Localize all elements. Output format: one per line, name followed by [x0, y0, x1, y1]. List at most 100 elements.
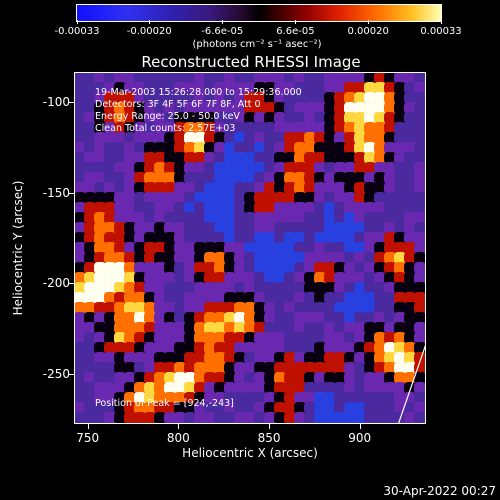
map-cell [114, 332, 126, 344]
map-cell [414, 252, 425, 264]
map-cell [334, 142, 346, 154]
map-cell [124, 342, 136, 354]
map-cell [364, 272, 376, 284]
map-cell [294, 122, 306, 134]
map-cell [154, 372, 166, 384]
map-cell [354, 182, 366, 194]
map-cell [284, 332, 296, 344]
map-cell [284, 232, 296, 244]
map-cell [414, 342, 425, 354]
map-cell [354, 112, 366, 124]
map-cell [294, 232, 306, 244]
map-cell [384, 112, 396, 124]
map-cell [254, 382, 266, 394]
map-cell [254, 292, 266, 304]
map-cell [404, 212, 416, 224]
map-cell [324, 132, 336, 144]
map-cell [354, 242, 366, 254]
map-cell [394, 272, 406, 284]
map-cell [214, 182, 226, 194]
map-cell [294, 282, 306, 294]
map-cell [354, 162, 366, 174]
map-cell [104, 73, 116, 84]
map-cell [274, 262, 286, 274]
map-cell [75, 82, 86, 94]
map-cell [154, 382, 166, 394]
map-cell [364, 152, 376, 164]
map-cell [134, 192, 146, 204]
map-cell [84, 212, 96, 224]
map-cell [144, 362, 156, 374]
map-cell [164, 312, 176, 324]
map-cell [254, 332, 266, 344]
map-cell [234, 282, 246, 294]
map-cell [234, 202, 246, 214]
map-cell [84, 322, 96, 334]
map-cell [84, 382, 96, 394]
map-cell [304, 192, 316, 204]
image-title: Reconstructed RHESSI Image [141, 53, 361, 71]
map-cell [114, 342, 126, 354]
map-cell [214, 252, 226, 264]
map-cell [414, 272, 425, 284]
map-cell [184, 282, 196, 294]
map-cell [164, 122, 176, 134]
map-cell [204, 132, 216, 144]
map-cell [144, 312, 156, 324]
map-cell [344, 182, 356, 194]
map-cell [354, 342, 366, 354]
map-cell [294, 252, 306, 264]
map-cell [174, 362, 186, 374]
map-cell [234, 322, 246, 334]
map-cell [344, 312, 356, 324]
map-cell [194, 342, 206, 354]
map-cell [75, 392, 86, 404]
map-cell [364, 172, 376, 184]
map-cell [244, 372, 256, 384]
x-tick-label: 850 [257, 431, 281, 445]
map-cell [324, 342, 336, 354]
map-cell [294, 202, 306, 214]
map-cell [354, 102, 366, 114]
map-cell [104, 212, 116, 224]
map-cell [124, 212, 136, 224]
map-cell [314, 172, 326, 184]
map-cell [164, 132, 176, 144]
image-plot-area[interactable]: 19-Mar-2003 15:26:28.000 to 15:29:36.000… [74, 72, 426, 424]
map-cell [404, 202, 416, 214]
map-cell [104, 342, 116, 354]
map-cell [104, 402, 116, 414]
map-cell [234, 162, 246, 174]
map-cell [304, 322, 316, 334]
map-cell [294, 73, 306, 84]
map-cell [94, 212, 106, 224]
map-cell [304, 352, 316, 364]
map-cell [314, 162, 326, 174]
map-cell [314, 222, 326, 234]
map-cell [194, 102, 206, 114]
map-cell [114, 402, 126, 414]
map-cell [274, 142, 286, 154]
map-cell [374, 242, 386, 254]
map-cell [75, 352, 86, 364]
map-cell [184, 402, 196, 414]
map-cell [364, 372, 376, 384]
map-cell [344, 162, 356, 174]
map-cell [174, 402, 186, 414]
map-cell [75, 132, 86, 144]
map-cell [244, 82, 256, 94]
map-cell [304, 332, 316, 344]
y-tick-label: -250 [42, 367, 70, 382]
map-cell [364, 202, 376, 214]
map-cell [244, 112, 256, 124]
map-cell [404, 122, 416, 134]
map-cell [324, 312, 336, 324]
map-cell [204, 332, 216, 344]
map-cell [334, 252, 346, 264]
y-tick [69, 192, 75, 194]
map-cell [244, 132, 256, 144]
map-cell [334, 82, 346, 94]
map-cell [224, 382, 236, 394]
map-cell [344, 92, 356, 104]
map-cell [244, 92, 256, 104]
